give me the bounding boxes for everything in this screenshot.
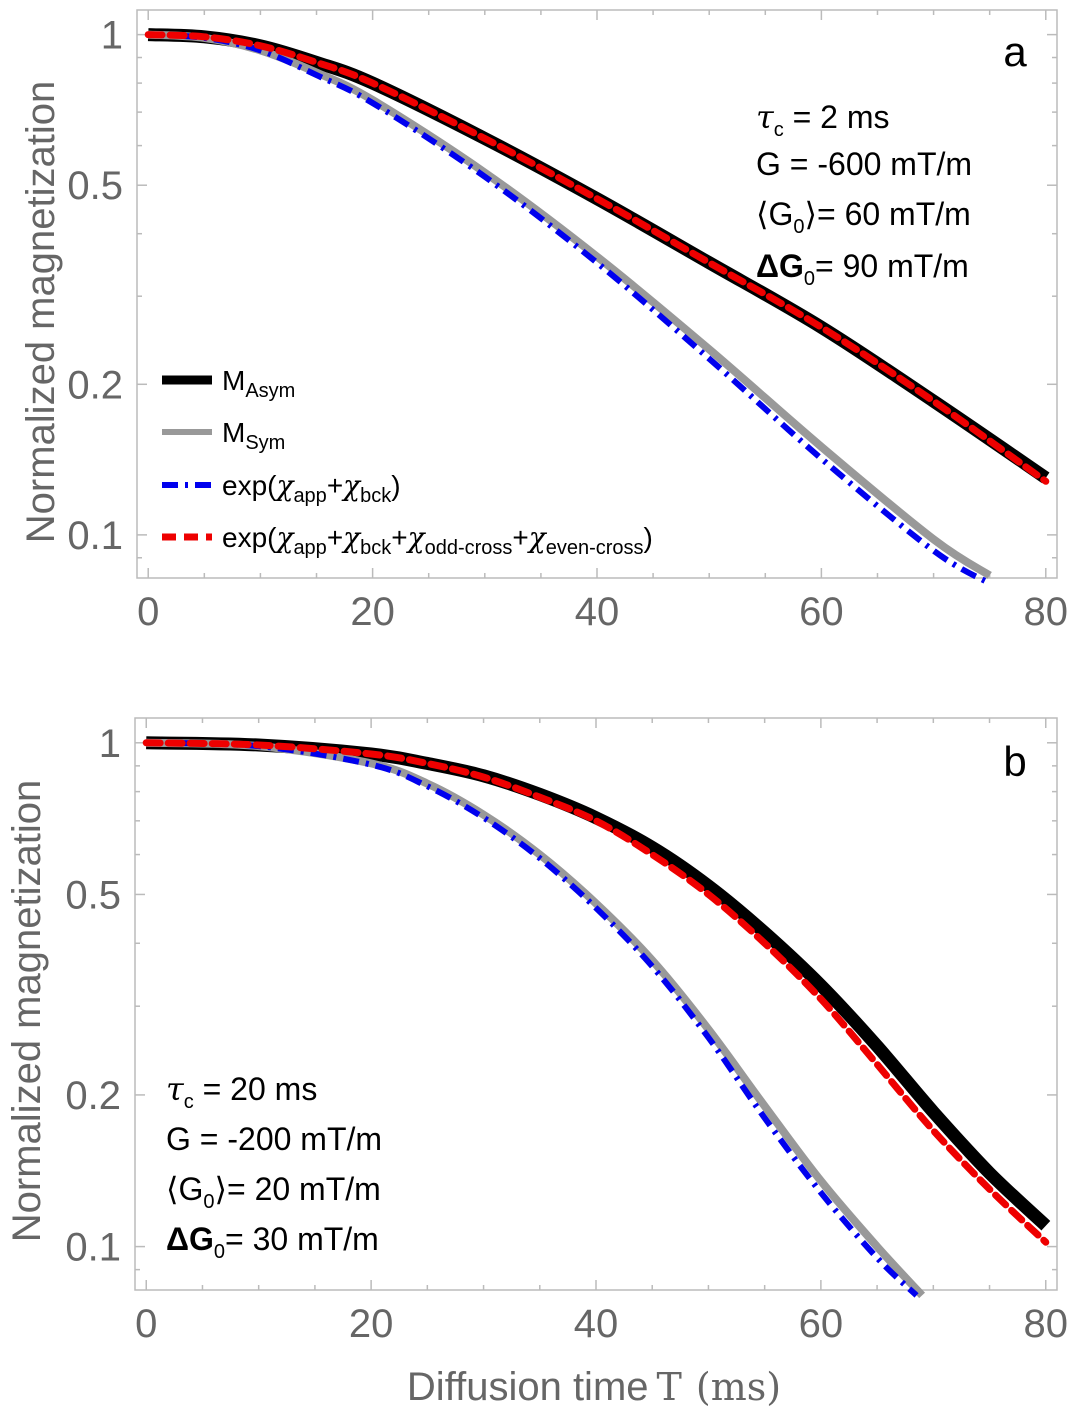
y-axis-title-b: Normalized magnetization bbox=[5, 780, 49, 1242]
x-tick-label-a-80: 80 bbox=[1024, 590, 1069, 634]
legend-label-sym: MSym bbox=[222, 417, 285, 454]
series-exp-app-bck-cross-b bbox=[142, 739, 1050, 1246]
legend: MAsym MSym exp(χapp+χbck) exp(χapp+χbck+… bbox=[162, 365, 653, 559]
series-exp-app-bck-cross-a bbox=[144, 31, 1050, 485]
annotation-g-b: G = -200 mT/m bbox=[166, 1121, 382, 1157]
legend-label-exp4: exp(χapp+χbck+χodd-cross+χeven-cross) bbox=[222, 521, 653, 559]
y-tick-label-b-0: 0.1 bbox=[65, 1226, 121, 1270]
x-tick-label-a-40: 40 bbox=[575, 590, 620, 634]
series-m-sym-b bbox=[146, 738, 926, 1299]
annotation-g0-b: ⟨G0⟩= 20 mT/m bbox=[166, 1171, 381, 1213]
y-tick-label-a-1: 0.2 bbox=[67, 363, 123, 407]
panel-a-letter: a bbox=[1003, 28, 1027, 75]
x-tick-label-a-0: 0 bbox=[137, 590, 159, 634]
x-tick-label-b-80: 80 bbox=[1024, 1302, 1069, 1346]
annotation-dg0-a: ΔG0= 90 mT/m bbox=[756, 248, 969, 290]
panel-b-letter: b bbox=[1003, 738, 1026, 785]
annotation-dg0-b: ΔG0= 30 mT/m bbox=[166, 1221, 379, 1263]
y-tick-label-b-2: 0.5 bbox=[65, 873, 121, 917]
series-exp-app-bck-b bbox=[146, 739, 919, 1298]
y-tick-label-a-2: 0.5 bbox=[67, 164, 123, 208]
annotation-g-a: G = -600 mT/m bbox=[756, 146, 972, 182]
y-tick-label-b-3: 1 bbox=[99, 722, 121, 766]
y-tick-label-a-0: 0.1 bbox=[67, 514, 123, 558]
x-tick-label-a-60: 60 bbox=[799, 590, 844, 634]
annotation-tau-a: τc = 2 ms bbox=[756, 98, 890, 141]
y-tick-label-b-1: 0.2 bbox=[65, 1074, 121, 1118]
x-axis-title: Diffusion time T (ms) bbox=[407, 1365, 781, 1409]
series-exp-app-bck-a bbox=[148, 31, 992, 587]
legend-label-asym: MAsym bbox=[222, 365, 295, 402]
x-tick-label-b-40: 40 bbox=[574, 1302, 619, 1346]
legend-label-exp2: exp(χapp+χbck) bbox=[222, 469, 401, 507]
panel-b: 0 20 40 60 80 0.1 0.2 0.5 1 b τc = 20 ms G = -20… bbox=[65, 717, 1069, 1346]
x-tick-label-a-20: 20 bbox=[350, 590, 395, 634]
x-tick-label-b-0: 0 bbox=[135, 1302, 157, 1346]
y-axis-title-a: Normalized magnetization bbox=[19, 81, 63, 543]
x-tick-label-b-20: 20 bbox=[349, 1302, 394, 1346]
x-tick-label-b-60: 60 bbox=[799, 1302, 844, 1346]
annotation-tau-b: τc = 20 ms bbox=[166, 1070, 317, 1113]
panel-a: 0 20 40 60 80 0.1 0.2 0.5 1 a τc = 2 ms G = -600… bbox=[67, 9, 1069, 634]
y-tick-label-a-3: 1 bbox=[101, 14, 123, 58]
annotation-g0-a: ⟨G0⟩= 60 mT/m bbox=[756, 196, 971, 238]
